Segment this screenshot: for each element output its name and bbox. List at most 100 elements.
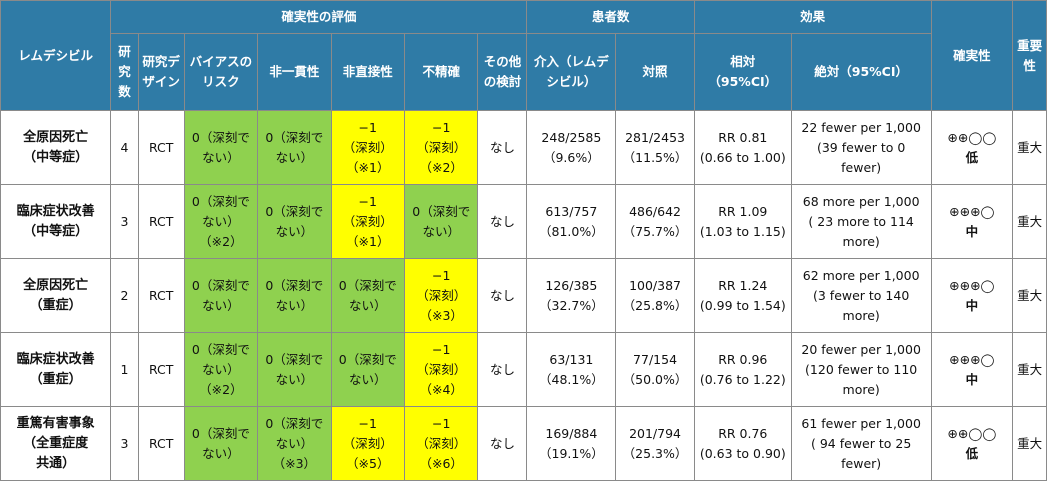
imprecision-cell: −1 （深刻） （※3） [403,258,479,333]
imprecision-header: 不精確 [403,33,479,111]
n-studies-cell: 4 [110,110,139,185]
imprecision-cell: −1 （深刻） （※6） [403,406,479,481]
design-header: 研究デザイン [137,33,185,111]
design-cell: RCT [137,258,185,333]
imprecision-cell: 0（深刻でない） [403,184,479,259]
table-row: 重篤有害事象 （全重症度 共通） 3 RCT 0（深刻でない） 0（深刻でない）… [0,406,1047,481]
certainty-level: 中 [965,223,979,239]
absolute-effect-cell: 20 fewer per 1,000 (120 fewer to 110 mor… [790,332,932,407]
header-row-sub: 研究数 研究デザイン バイアスのリスク 非一貫性 非直接性 不精確 その他の検討… [1,33,1047,111]
certainty-symbols: ⊕⊕◯◯ [947,129,997,145]
risk-of-bias-header: バイアスのリスク [183,33,259,111]
indirectness-cell: −1 （深刻） （※5） [330,406,406,481]
risk-of-bias-cell: 0（深刻でない） （※2） [183,184,259,259]
certainty-header: 確実性 [930,0,1014,111]
importance-cell: 重大 [1012,184,1047,259]
absolute-effect-cell: 68 more per 1,000 ( 23 more to 114 more) [790,184,932,259]
other-considerations-cell: なし [477,110,528,185]
inconsistency-cell: 0（深刻でない） [257,332,332,407]
table-row: 全原因死亡 （中等症） 4 RCT 0（深刻でない） 0（深刻でない） −1 （… [0,110,1047,185]
design-cell: RCT [137,184,185,259]
certainty-symbols: ⊕⊕⊕◯ [949,351,995,367]
certainty-symbols: ⊕⊕⊕◯ [949,277,995,293]
inconsistency-cell: 0（深刻でない） [257,184,332,259]
absolute-effect-cell: 22 fewer per 1,000 (39 fewer to 0 fewer) [790,110,932,185]
indirectness-cell: −1 （深刻） （※1） [330,110,406,185]
inconsistency-cell: 0（深刻でない） （※3） [257,406,332,481]
relative-effect-cell: RR 0.76 (0.63 to 0.90) [693,406,792,481]
control-cell: 201/794 （25.3%） [615,406,695,481]
certainty-symbols: ⊕⊕⊕◯ [949,203,995,219]
inconsistency-cell: 0（深刻でない） [257,258,332,333]
table-body: 全原因死亡 （中等症） 4 RCT 0（深刻でない） 0（深刻でない） −1 （… [0,110,1047,481]
importance-cell: 重大 [1012,406,1047,481]
inconsistency-cell: 0（深刻でない） [257,110,332,185]
intervention-cell: 63/131 （48.1%） [526,332,617,407]
certainty-cell: ⊕⊕⊕◯ 中 [930,184,1014,259]
importance-header: 重要性 [1012,0,1047,111]
table-row: 全原因死亡 （重症） 2 RCT 0（深刻でない） 0（深刻でない） 0（深刻で… [0,258,1047,333]
outcome-cell: 臨床症状改善 （中等症） [0,184,112,259]
intervention-cell: 248/2585 （9.6%） [526,110,617,185]
table-row: 臨床症状改善 （重症） 1 RCT 0（深刻でない） （※2） 0（深刻でない）… [0,332,1047,407]
other-considerations-cell: なし [477,184,528,259]
importance-cell: 重大 [1012,332,1047,407]
other-considerations-cell: なし [477,406,528,481]
certainty-cell: ⊕⊕⊕◯ 中 [930,258,1014,333]
certainty-cell: ⊕⊕◯◯ 低 [930,110,1014,185]
certainty-cell: ⊕⊕◯◯ 低 [930,406,1014,481]
relative-effect-header: 相対 （95%CI） [693,33,792,111]
certainty-assessment-header: 確実性の評価 [110,0,528,34]
effect-header: 効果 [693,0,932,34]
relative-effect-cell: RR 0.96 (0.76 to 1.22) [693,332,792,407]
absolute-effect-cell: 61 fewer per 1,000 ( 94 fewer to 25 fewe… [790,406,932,481]
certainty-level: 低 [965,149,979,165]
imprecision-cell: −1 （深刻） （※4） [403,332,479,407]
table-row: 臨床症状改善 （中等症） 3 RCT 0（深刻でない） （※2） 0（深刻でない… [0,184,1047,259]
risk-of-bias-cell: 0（深刻でない） [183,258,259,333]
inconsistency-header: 非一貫性 [257,33,332,111]
absolute-effect-header: 絶対（95%CI） [790,33,932,111]
outcome-cell: 全原因死亡 （中等症） [0,110,112,185]
other-considerations-cell: なし [477,332,528,407]
design-cell: RCT [137,332,185,407]
absolute-effect-cell: 62 more per 1,000 (3 fewer to 140 more) [790,258,932,333]
control-cell: 77/154 （50.0%） [615,332,695,407]
header-row-top: レムデシビル 確実性の評価 患者数 効果 確実性 重要性 [0,0,1047,111]
certainty-symbols: ⊕⊕◯◯ [947,425,997,441]
intervention-cell: 613/757 （81.0%） [526,184,617,259]
certainty-level: 中 [965,297,979,313]
intervention-header: 介入（レムデシビル） [526,33,617,111]
relative-effect-cell: RR 1.24 (0.99 to 1.54) [693,258,792,333]
outcome-header: レムデシビル [0,0,112,111]
outcome-cell: 重篤有害事象 （全重症度 共通） [0,406,112,481]
intervention-cell: 126/385 （32.7%） [526,258,617,333]
certainty-cell: ⊕⊕⊕◯ 中 [930,332,1014,407]
intervention-cell: 169/884 （19.1%） [526,406,617,481]
outcome-cell: 全原因死亡 （重症） [0,258,112,333]
importance-cell: 重大 [1012,258,1047,333]
patients-header: 患者数 [526,0,695,34]
indirectness-cell: 0（深刻でない） [330,332,406,407]
design-cell: RCT [137,406,185,481]
indirectness-header: 非直接性 [330,33,406,111]
relative-effect-cell: RR 0.81 (0.66 to 1.00) [693,110,792,185]
n-studies-cell: 1 [110,332,139,407]
control-cell: 100/387 （25.8%） [615,258,695,333]
control-cell: 281/2453 （11.5%） [615,110,695,185]
relative-effect-cell: RR 1.09 (1.03 to 1.15) [693,184,792,259]
importance-cell: 重大 [1012,110,1047,185]
risk-of-bias-cell: 0（深刻でない） （※2） [183,332,259,407]
indirectness-cell: −1 （深刻） （※1） [330,184,406,259]
imprecision-cell: −1 （深刻） （※2） [403,110,479,185]
certainty-level: 中 [965,371,979,387]
n-studies-cell: 3 [110,406,139,481]
indirectness-cell: 0（深刻でない） [330,258,406,333]
n-studies-cell: 2 [110,258,139,333]
other-considerations-cell: なし [477,258,528,333]
other-considerations-header: その他の検討 [477,33,528,111]
n-studies-header: 研究数 [110,33,139,111]
risk-of-bias-cell: 0（深刻でない） [183,110,259,185]
risk-of-bias-cell: 0（深刻でない） [183,406,259,481]
control-header: 対照 [615,33,695,111]
